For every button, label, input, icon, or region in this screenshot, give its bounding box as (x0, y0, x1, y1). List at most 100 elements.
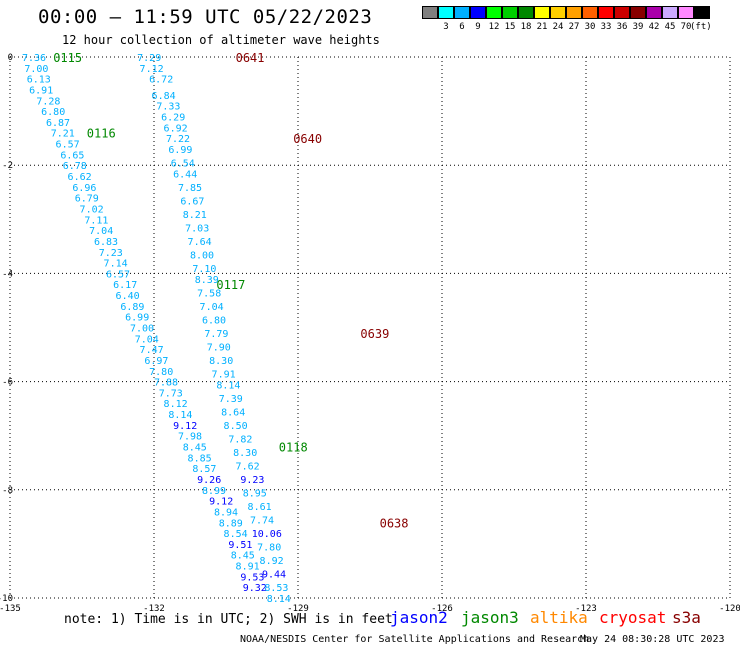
color-swatch (438, 6, 454, 19)
swh-value: 8.50 (224, 421, 248, 432)
footer-credit: NOAA/NESDIS Center for Satellite Applica… (240, 634, 590, 645)
swh-value: 6.40 (116, 291, 140, 302)
swh-value: 6.84 (152, 91, 176, 102)
track-label: 0641 (236, 51, 265, 65)
swh-value: 8.14 (216, 380, 240, 391)
swh-value: 9.12 (173, 421, 197, 432)
color-scale-label: 42 (648, 22, 660, 32)
swh-value: 7.28 (36, 96, 60, 107)
swh-value: 8.94 (214, 507, 238, 518)
color-scale-label: 9 (475, 22, 481, 32)
swh-value: 7.88 (154, 378, 178, 389)
color-swatch (646, 6, 662, 19)
swh-value: 8.64 (221, 407, 245, 418)
color-scale-label: 3 (443, 22, 449, 32)
swh-value: 7.80 (257, 543, 281, 554)
color-scale-label: 39 (632, 22, 644, 32)
axis-ticks: -135 -132 -129 -126 -123 -120 0 -2 -4 -6 -8 -10 (0, 53, 740, 614)
track-label: 0115 (53, 51, 82, 65)
swh-value: 6.72 (149, 75, 173, 86)
track-label: 0640 (293, 132, 322, 146)
y-tick-label: -8 (2, 486, 13, 496)
color-swatch (486, 6, 502, 19)
swh-value: 8.92 (260, 556, 284, 567)
y-tick-label: -4 (2, 269, 13, 279)
swh-value: 6.62 (68, 172, 92, 183)
swh-value: 7.64 (188, 237, 212, 248)
color-scale-label: 70 (680, 22, 692, 32)
swh-value: 8.53 (264, 583, 288, 594)
swh-value: 9.12 (209, 497, 233, 508)
swh-value: 7.00 (24, 64, 48, 75)
x-tick-label: -129 (287, 604, 309, 614)
swh-value: 7.85 (178, 183, 202, 194)
color-scale-label: 27 (568, 22, 580, 32)
color-swatch (630, 6, 646, 19)
swh-value: 6.96 (72, 183, 96, 194)
swh-value: 8.14 (267, 594, 291, 605)
swh-value: 7.00 (130, 324, 154, 335)
note-text: note: 1) Time is in UTC; 2) SWH is in fe… (64, 612, 393, 627)
x-tick-label: -123 (575, 604, 597, 614)
swh-value: 6.44 (173, 169, 197, 180)
swh-value: 6.78 (63, 161, 87, 172)
swh-value: 7.10 (192, 264, 216, 275)
legend-altika: altika (530, 608, 588, 627)
swh-value: 8.30 (209, 356, 233, 367)
swh-observations: 7.367.006.136.917.286.806.877.216.576.65… (22, 53, 291, 605)
swh-value: 6.17 (113, 280, 137, 291)
color-swatch (598, 6, 614, 19)
swh-value: 7.91 (212, 369, 236, 380)
swh-value: 7.04 (200, 302, 224, 313)
swh-value: 7.39 (219, 394, 243, 405)
legend-jason3: jason3 (461, 608, 519, 627)
swh-value: 8.30 (233, 448, 257, 459)
track-label: 0116 (87, 127, 116, 141)
swh-value: 8.85 (188, 453, 212, 464)
color-scale-label: 21 (536, 22, 548, 32)
swh-value: 8.00 (190, 250, 214, 261)
swh-value: 6.29 (161, 113, 185, 124)
swh-value: 7.11 (84, 215, 108, 226)
swh-value: 8.95 (243, 489, 267, 500)
color-swatch (422, 6, 438, 19)
swh-value: 9.32 (243, 583, 267, 594)
swh-value: 6.79 (75, 194, 99, 205)
color-scale-label: 6 (459, 22, 465, 32)
legend-s3a: s3a (672, 608, 701, 627)
color-scale-label: 33 (600, 22, 612, 32)
track-label: 0117 (216, 278, 245, 292)
swh-value: 6.65 (60, 150, 84, 161)
y-tick-label: -6 (2, 378, 13, 388)
y-tick-label: 0 (8, 53, 13, 63)
swh-value: 9.26 (197, 475, 221, 486)
y-tick-label: -2 (2, 161, 13, 171)
swh-value: 8.89 (219, 518, 243, 529)
color-scale-label: 15 (504, 22, 516, 32)
swh-value: 8.91 (236, 562, 260, 573)
color-swatch (534, 6, 550, 19)
map-grid (9, 56, 731, 599)
swh-value: 6.67 (180, 196, 204, 207)
track-label: 0118 (279, 441, 308, 455)
swh-value: 6.57 (106, 269, 130, 280)
color-swatch (518, 6, 534, 19)
x-tick-label: -132 (143, 604, 165, 614)
color-swatch (614, 6, 630, 19)
swh-value: 7.12 (140, 64, 164, 75)
legend-cryosat: cryosat (599, 608, 667, 627)
swh-value: 6.87 (46, 118, 70, 129)
color-scale-label: 30 (584, 22, 596, 32)
swh-value: 7.02 (80, 204, 104, 215)
swh-value: 8.45 (183, 443, 207, 454)
color-swatch (582, 6, 598, 19)
swh-value: 7.36 (22, 53, 46, 64)
swh-value: 9.51 (228, 540, 252, 551)
swh-value: 10.06 (252, 529, 282, 540)
color-swatch (566, 6, 582, 19)
swh-value: 6.99 (125, 313, 149, 324)
swh-value: 7.98 (178, 432, 202, 443)
swh-value: 8.54 (224, 529, 248, 540)
page-title: 00:00 – 11:59 UTC 05/22/2023 (38, 6, 373, 28)
